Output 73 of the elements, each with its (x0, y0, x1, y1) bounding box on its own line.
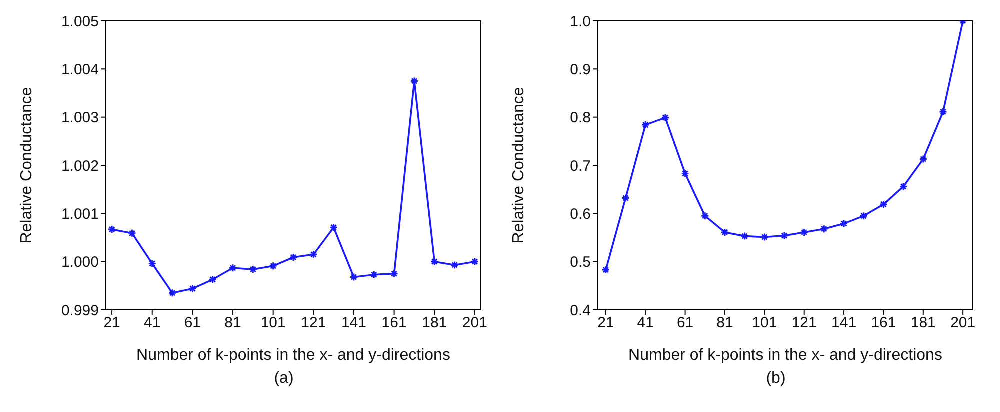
y-tick-label: 0.4 (570, 302, 591, 320)
x-tick-label: 81 (224, 314, 242, 332)
y-axis-title: Relative Conductance (18, 87, 36, 244)
point (269, 262, 278, 270)
point (450, 260, 460, 270)
point (208, 275, 218, 284)
y-tick-label: 1.002 (61, 158, 99, 175)
point (228, 264, 238, 272)
y-tick-label: 0.8 (570, 110, 591, 127)
point (661, 114, 670, 122)
x-tick-label: 101 (260, 314, 286, 332)
x-tick-label: 121 (792, 314, 817, 332)
point (128, 229, 136, 238)
point (740, 232, 750, 241)
x-tick-label: 61 (184, 314, 202, 332)
point (248, 265, 258, 274)
point (188, 284, 197, 294)
x-tick-label: 21 (598, 314, 614, 332)
point (148, 260, 157, 268)
point (390, 270, 399, 278)
x-tick-label: 161 (382, 314, 407, 332)
point (330, 223, 338, 232)
point (700, 212, 710, 220)
y-axis-title: Relative Conductance (510, 87, 528, 244)
point (879, 200, 888, 209)
x-tick-label: 121 (301, 314, 326, 332)
x-tick-label: 41 (637, 314, 654, 332)
y-tick-label: 0.6 (570, 206, 591, 223)
x-axis-title: Number of k-points in the x- and y-directions (628, 347, 942, 364)
y-tick-label: 0.9 (570, 61, 591, 78)
point (350, 272, 358, 282)
point (780, 232, 789, 240)
x-tick-label: 201 (462, 314, 488, 332)
point (840, 220, 848, 228)
x-tick-label: 81 (716, 314, 734, 332)
point (938, 108, 948, 116)
x-tick-label: 201 (950, 314, 976, 332)
y-tick-label: 1.000 (61, 254, 99, 272)
point (899, 182, 908, 191)
x-tick-label: 181 (910, 314, 936, 332)
x-axis-title: Number of k-points in the x- and y-directions (136, 347, 450, 364)
point (800, 228, 809, 237)
point (622, 194, 630, 203)
point (860, 212, 868, 220)
x-tick-label: 61 (676, 314, 694, 332)
point (919, 154, 928, 164)
x-tick-label: 101 (752, 314, 778, 332)
y-tick-label: 1.005 (61, 13, 99, 30)
x-tick-label: 21 (104, 314, 120, 332)
point (168, 288, 177, 298)
point (370, 270, 378, 280)
x-tick-label: 41 (144, 314, 161, 332)
y-tick-label: 0.999 (61, 302, 99, 320)
y-tick-label: 1.004 (61, 61, 99, 78)
text: (a) (273, 370, 295, 388)
x-tick-label: 161 (871, 314, 896, 332)
point (410, 76, 419, 86)
x-tick-label: 141 (341, 314, 366, 332)
y-tick-label: 0.7 (570, 158, 591, 175)
x-tick-label: 141 (832, 314, 857, 332)
point (641, 120, 650, 130)
point (430, 258, 439, 266)
y-tick-label: 1.001 (61, 206, 99, 223)
point (309, 250, 318, 259)
y-tick-label: 1.0 (570, 13, 591, 30)
x-tick-label: 181 (422, 314, 448, 332)
point (681, 169, 690, 178)
y-tick-label: 1.003 (61, 110, 99, 127)
text: (b) (765, 370, 787, 388)
y-tick-label: 0.5 (570, 254, 591, 272)
point (289, 253, 298, 262)
point (820, 224, 828, 234)
point (720, 228, 730, 237)
